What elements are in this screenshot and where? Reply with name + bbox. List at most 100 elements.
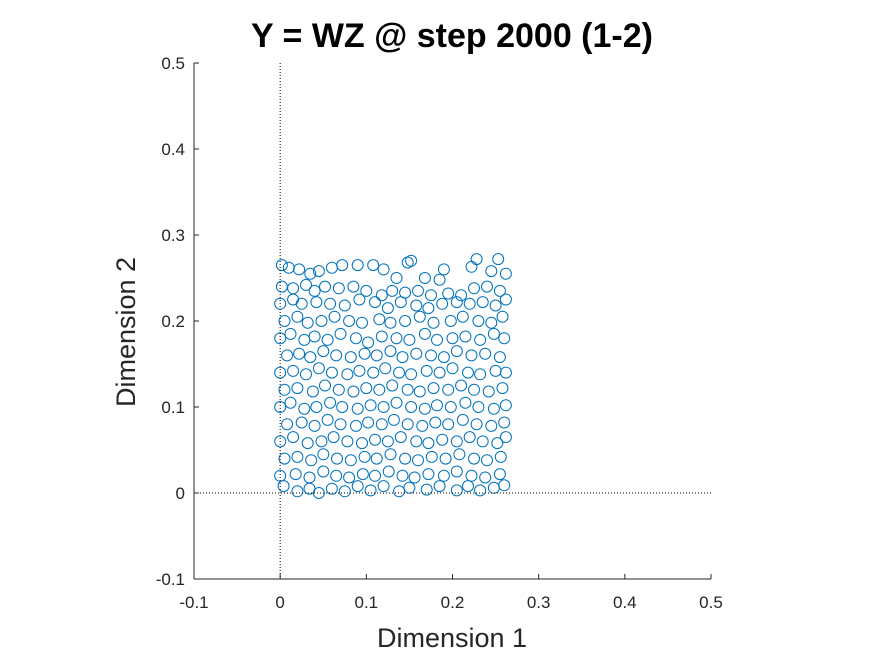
data-point bbox=[282, 261, 295, 274]
data-point bbox=[390, 272, 403, 284]
data-point bbox=[499, 366, 512, 379]
data-point bbox=[437, 263, 450, 276]
data-point bbox=[353, 364, 366, 377]
data-point bbox=[481, 454, 493, 467]
data-point bbox=[450, 345, 463, 358]
data-point bbox=[287, 431, 300, 444]
data-point bbox=[343, 471, 356, 484]
data-point bbox=[308, 419, 321, 432]
data-point bbox=[453, 448, 466, 461]
data-point bbox=[308, 330, 321, 343]
data-point bbox=[315, 315, 328, 327]
data-point bbox=[427, 382, 440, 395]
data-point bbox=[433, 366, 446, 379]
data-point bbox=[386, 284, 399, 297]
data-point bbox=[413, 385, 426, 398]
data-point bbox=[394, 296, 407, 309]
data-point bbox=[476, 296, 489, 309]
data-point bbox=[350, 419, 362, 432]
data-point bbox=[274, 332, 287, 345]
data-point bbox=[287, 293, 300, 306]
data-point bbox=[319, 280, 331, 293]
data-point bbox=[492, 253, 505, 266]
data-point bbox=[446, 362, 459, 375]
data-point bbox=[455, 289, 468, 302]
data-point bbox=[416, 419, 429, 432]
data-point bbox=[291, 485, 304, 498]
data-point bbox=[298, 333, 311, 346]
data-point bbox=[418, 327, 431, 340]
y-tick-label: -0.1 bbox=[156, 570, 185, 589]
data-point bbox=[298, 402, 311, 415]
data-point bbox=[277, 480, 290, 493]
x-tick-label: 0.3 bbox=[527, 593, 551, 612]
data-point bbox=[301, 437, 314, 450]
data-point bbox=[344, 454, 357, 467]
data-point bbox=[444, 401, 457, 413]
data-point bbox=[328, 310, 341, 323]
data-point bbox=[334, 418, 347, 431]
data-point bbox=[289, 468, 302, 481]
data-point bbox=[459, 396, 472, 409]
data-point bbox=[405, 254, 418, 267]
y-tick-label: 0.1 bbox=[161, 398, 185, 417]
data-point bbox=[304, 267, 317, 280]
data-point bbox=[494, 450, 507, 463]
data-point bbox=[482, 385, 495, 398]
data-point bbox=[312, 265, 325, 278]
data-point bbox=[489, 299, 502, 312]
data-point bbox=[493, 284, 506, 297]
data-point bbox=[281, 349, 294, 362]
data-point bbox=[439, 452, 452, 465]
data-point bbox=[381, 435, 394, 448]
data-point bbox=[436, 433, 449, 446]
data-point bbox=[476, 435, 489, 448]
data-point bbox=[278, 452, 291, 465]
data-point bbox=[496, 310, 509, 323]
data-point bbox=[431, 333, 443, 346]
data-point bbox=[408, 471, 421, 484]
data-point bbox=[390, 332, 403, 345]
data-point bbox=[379, 362, 392, 375]
data-point bbox=[418, 402, 431, 415]
data-point bbox=[336, 401, 349, 413]
data-point bbox=[422, 468, 435, 481]
data-point bbox=[351, 480, 364, 493]
data-point bbox=[431, 399, 443, 412]
data-point bbox=[369, 296, 381, 309]
data-point bbox=[300, 278, 312, 291]
data-point bbox=[303, 471, 316, 484]
data-point bbox=[456, 310, 469, 323]
data-point bbox=[444, 315, 457, 327]
data-point bbox=[325, 261, 338, 274]
data-point bbox=[433, 273, 446, 286]
data-point bbox=[474, 484, 487, 497]
data-point bbox=[433, 480, 446, 493]
data-point bbox=[347, 385, 360, 398]
data-point bbox=[305, 454, 318, 467]
data-point bbox=[336, 259, 349, 272]
data-point bbox=[350, 332, 362, 345]
data-point bbox=[312, 362, 325, 375]
data-point bbox=[281, 418, 294, 431]
data-point bbox=[489, 364, 502, 377]
data-point bbox=[381, 302, 394, 315]
data-point bbox=[353, 293, 366, 306]
data-point bbox=[399, 315, 412, 327]
data-point bbox=[344, 351, 357, 364]
data-point bbox=[487, 481, 500, 494]
data-point bbox=[465, 349, 478, 362]
data-point bbox=[422, 302, 435, 315]
data-point bbox=[317, 465, 330, 478]
data-point bbox=[301, 316, 314, 329]
data-point bbox=[470, 253, 483, 266]
data-point bbox=[373, 383, 386, 396]
data-point bbox=[370, 349, 383, 362]
data-point bbox=[493, 468, 506, 481]
data-point bbox=[462, 366, 474, 379]
data-point bbox=[287, 364, 300, 377]
data-point bbox=[485, 419, 498, 432]
data-point bbox=[384, 316, 397, 329]
data-point bbox=[413, 310, 426, 323]
data-point bbox=[468, 282, 480, 295]
